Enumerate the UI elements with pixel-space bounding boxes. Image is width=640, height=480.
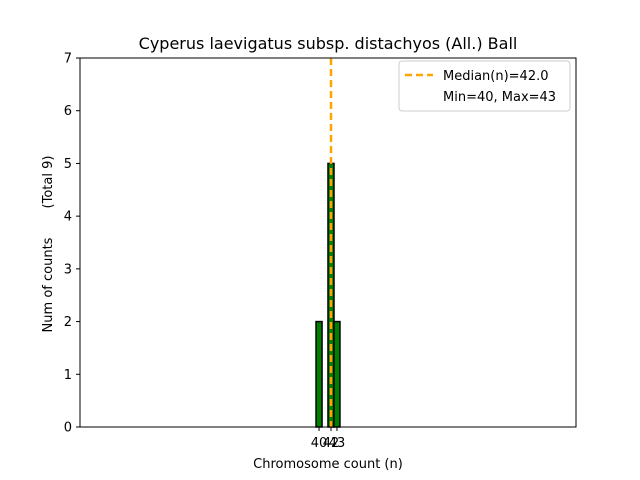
chart-title: Cyperus laevigatus subsp. distachyos (Al…	[139, 34, 518, 53]
legend: Median(n)=42.0 Min=40, Max=43	[398, 60, 571, 112]
y-ticks: 0 1 2 3 4 5 6 7	[64, 52, 80, 436]
x-tick-label: 42	[323, 436, 340, 451]
y-axis-label: Num of counts	[41, 237, 56, 332]
bars-layer	[295, 162, 355, 428]
histogram-bar	[333, 320, 341, 428]
y-tick-label: 4	[64, 210, 72, 225]
y-tick-label: 7	[64, 52, 72, 67]
histogram-bar	[315, 320, 323, 428]
y-tick-label: 2	[64, 315, 72, 330]
x-tick-label: 40	[311, 436, 328, 451]
y-tick-label: 5	[64, 157, 72, 172]
x-tick-label: 43	[329, 436, 346, 451]
y-tick-label: 3	[64, 262, 72, 277]
legend-box	[398, 60, 571, 112]
y-tick-label: 0	[64, 421, 72, 436]
x-axis-label: Chromosome count (n)	[253, 457, 403, 472]
plot-frame	[79, 57, 577, 428]
legend-median-label: Median(n)=42.0	[443, 69, 549, 84]
y-tick-label: 1	[64, 368, 72, 383]
axes-layer	[79, 57, 577, 428]
y-axis-total-label: (Total 9)	[41, 156, 56, 209]
legend-range-label: Min=40, Max=43	[443, 90, 556, 105]
y-tick-label: 6	[64, 104, 72, 119]
